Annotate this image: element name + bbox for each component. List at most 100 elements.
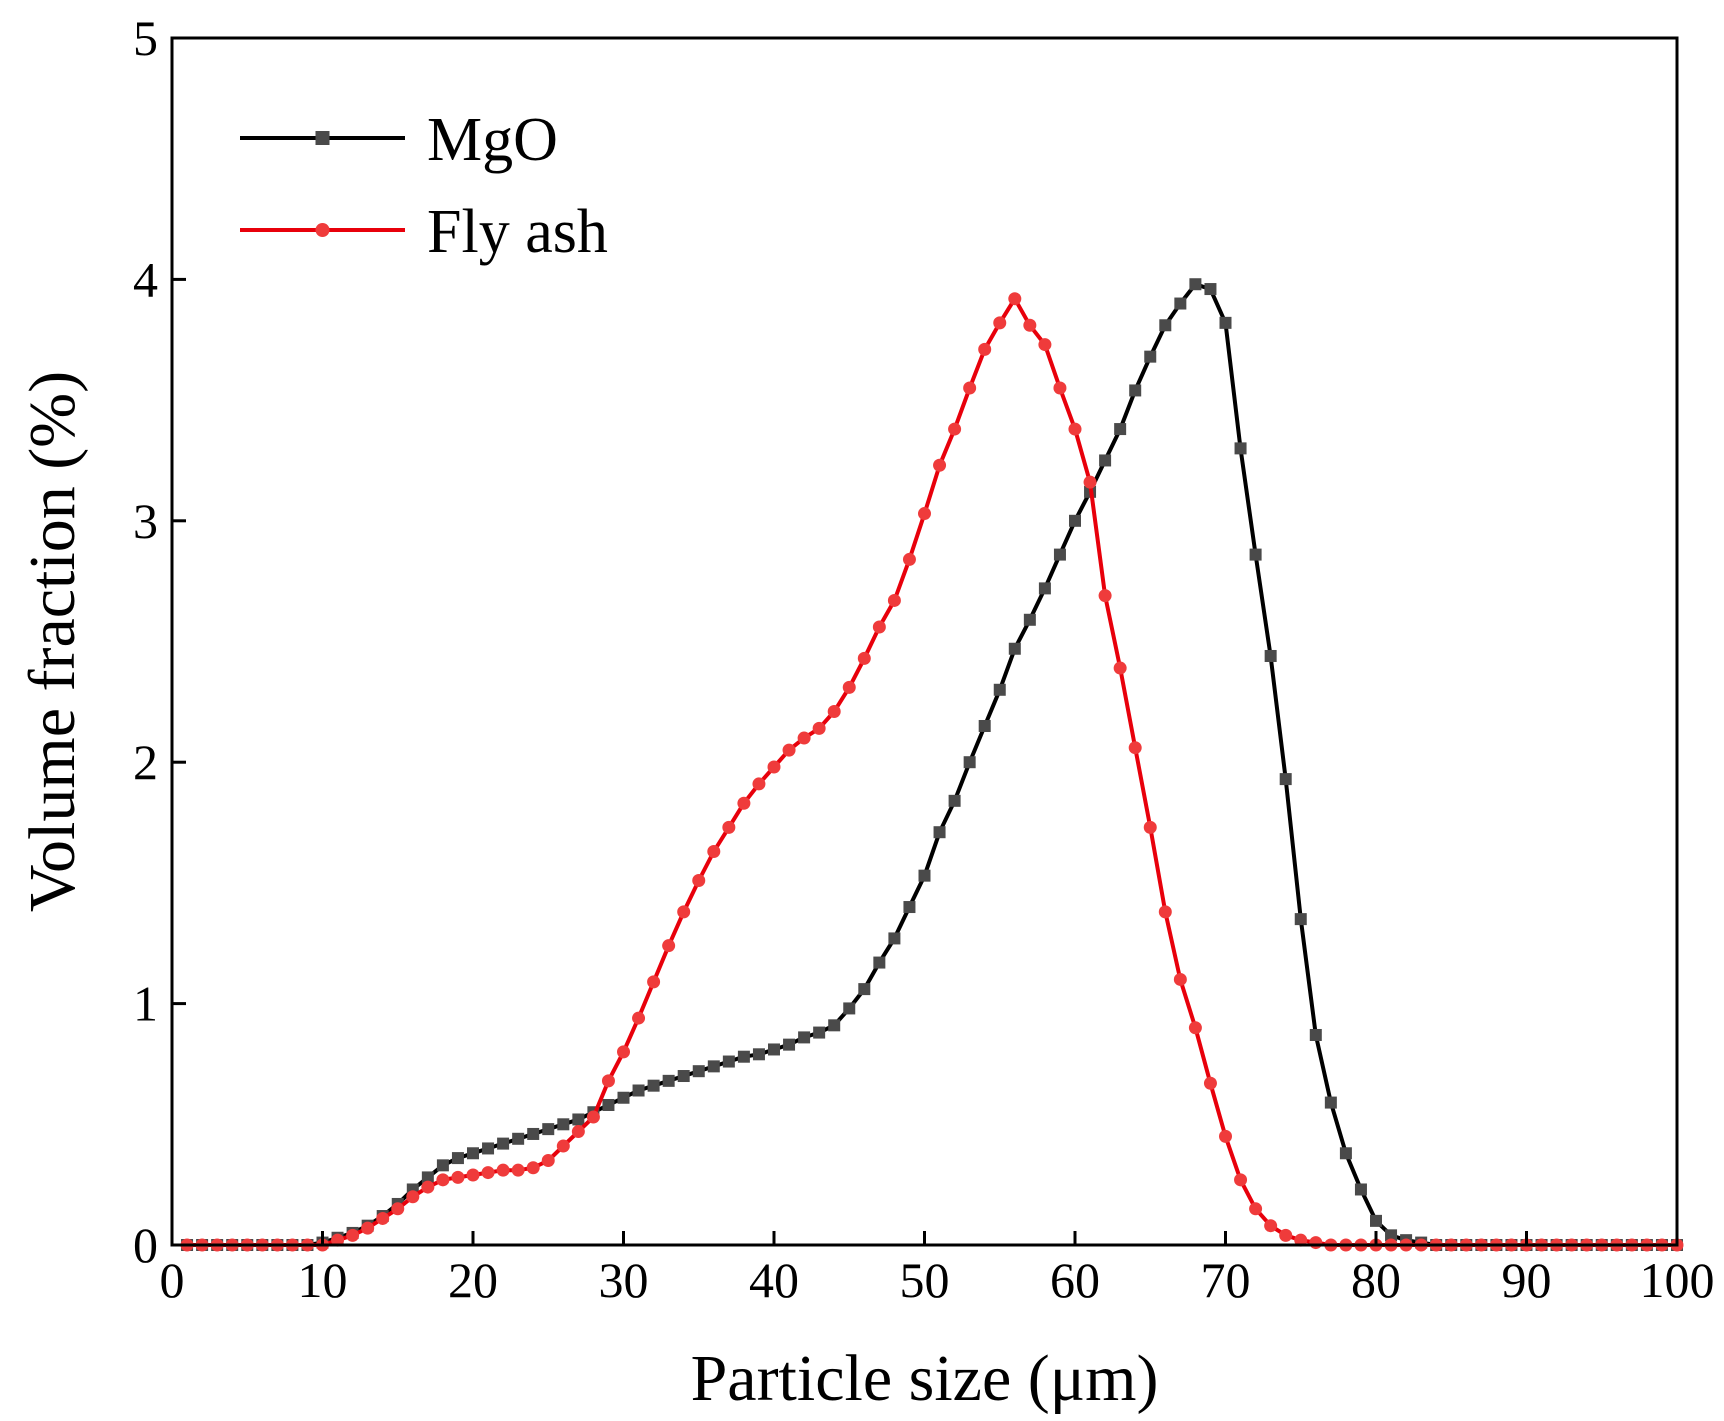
data-point-mgo [572, 1113, 585, 1126]
y-tick-label: 4 [133, 251, 158, 307]
data-point-fly-ash [933, 458, 947, 472]
x-tick-label: 30 [599, 1252, 649, 1308]
data-point-fly-ash [1038, 338, 1052, 352]
data-point-fly-ash [722, 820, 736, 834]
data-point-fly-ash [1203, 1076, 1217, 1090]
data-point-mgo [1385, 1229, 1398, 1242]
data-point-mgo [1038, 582, 1051, 595]
data-point-fly-ash [361, 1221, 375, 1235]
data-point-fly-ash [481, 1166, 495, 1180]
data-point-fly-ash [586, 1110, 600, 1124]
data-point-mgo [1189, 278, 1202, 291]
y-tick-label: 3 [133, 493, 158, 549]
data-point-mgo [662, 1074, 675, 1087]
axes-layer: 0 10 20 30 40 50 60 70 80 90 100 0 1 2 3 4 5 [133, 10, 1715, 1308]
x-tick-label: 40 [749, 1252, 799, 1308]
data-point-fly-ash [707, 845, 721, 859]
data-point-fly-ash [1158, 905, 1172, 919]
data-point-mgo [783, 1038, 796, 1051]
data-point-mgo [692, 1065, 705, 1078]
data-point-fly-ash [556, 1139, 570, 1153]
data-point-fly-ash [571, 1125, 585, 1139]
data-point-mgo [843, 1002, 856, 1015]
y-tick-label: 0 [133, 1217, 158, 1273]
data-point-mgo [451, 1152, 464, 1165]
data-point-fly-ash [451, 1170, 465, 1184]
y-axis-title: Volume fraction (%) [16, 371, 89, 912]
data-point-fly-ash [526, 1161, 540, 1175]
data-point-mgo [828, 1019, 841, 1032]
data-point-fly-ash [737, 796, 751, 810]
data-point-fly-ash [1264, 1219, 1278, 1233]
data-point-fly-ash [647, 975, 661, 989]
data-point-mgo [903, 901, 916, 914]
data-point-mgo [1219, 316, 1232, 329]
legend-label-mgo: MgO [427, 106, 558, 174]
data-point-mgo [512, 1132, 525, 1145]
data-point-fly-ash [857, 651, 871, 665]
data-point-fly-ash [1083, 475, 1097, 489]
data-point-fly-ash [662, 939, 676, 953]
data-point-fly-ash [346, 1228, 360, 1242]
data-point-mgo [617, 1091, 630, 1104]
legend-marker-mgo [315, 131, 330, 145]
data-point-mgo [632, 1084, 645, 1097]
data-point-mgo [813, 1026, 826, 1039]
data-point-mgo [1129, 384, 1142, 397]
data-point-fly-ash [1294, 1233, 1308, 1247]
data-point-fly-ash [1188, 1021, 1202, 1035]
data-point-fly-ash [1309, 1236, 1323, 1250]
data-point-mgo [1370, 1214, 1382, 1227]
data-point-fly-ash [993, 316, 1007, 330]
data-point-fly-ash [902, 552, 916, 566]
data-point-mgo [497, 1137, 510, 1150]
data-point-mgo [1249, 548, 1262, 561]
data-point-mgo [1324, 1096, 1337, 1109]
data-point-fly-ash [827, 705, 841, 719]
data-point-mgo [1023, 613, 1036, 626]
data-point-mgo [602, 1098, 615, 1111]
data-point-mgo [993, 683, 1006, 696]
data-point-fly-ash [978, 342, 992, 356]
data-point-fly-ash [812, 721, 826, 735]
data-point-mgo [707, 1060, 720, 1073]
y-tick-label: 2 [133, 734, 158, 790]
data-point-fly-ash [541, 1154, 555, 1168]
data-point-mgo [873, 956, 886, 969]
data-point-fly-ash [1249, 1202, 1263, 1216]
data-point-fly-ash [1234, 1173, 1248, 1187]
data-point-fly-ash [948, 422, 962, 436]
data-point-mgo [1354, 1183, 1367, 1196]
data-point-fly-ash [1128, 741, 1142, 755]
data-point-fly-ash [421, 1180, 435, 1194]
x-tick-label: 60 [1050, 1252, 1100, 1308]
x-tick-label: 100 [1640, 1252, 1715, 1308]
data-point-fly-ash [331, 1233, 345, 1247]
y-tick-label: 1 [133, 976, 158, 1032]
x-tick-label: 50 [900, 1252, 950, 1308]
data-point-mgo [1144, 350, 1157, 363]
data-point-fly-ash [677, 905, 691, 919]
data-point-mgo [527, 1127, 540, 1140]
data-point-mgo [978, 719, 991, 732]
data-point-fly-ash [1173, 972, 1187, 986]
data-point-fly-ash [496, 1163, 510, 1177]
data-point-mgo [1099, 454, 1112, 467]
data-point-fly-ash [1113, 661, 1127, 675]
data-point-fly-ash [601, 1074, 615, 1088]
data-point-mgo [963, 756, 976, 769]
x-tick-label: 90 [1502, 1252, 1552, 1308]
data-point-mgo [1159, 319, 1172, 332]
data-point-fly-ash [406, 1190, 420, 1204]
data-point-mgo [1204, 283, 1217, 296]
data-point-mgo [677, 1070, 690, 1083]
series-points-fly-ash [180, 292, 1684, 1252]
data-point-fly-ash [918, 507, 931, 521]
data-point-mgo [482, 1142, 495, 1155]
data-point-fly-ash [617, 1045, 630, 1059]
x-tick-label: 70 [1201, 1252, 1251, 1308]
data-point-mgo [647, 1079, 660, 1092]
data-point-mgo [888, 932, 901, 945]
data-point-fly-ash [1053, 381, 1067, 395]
